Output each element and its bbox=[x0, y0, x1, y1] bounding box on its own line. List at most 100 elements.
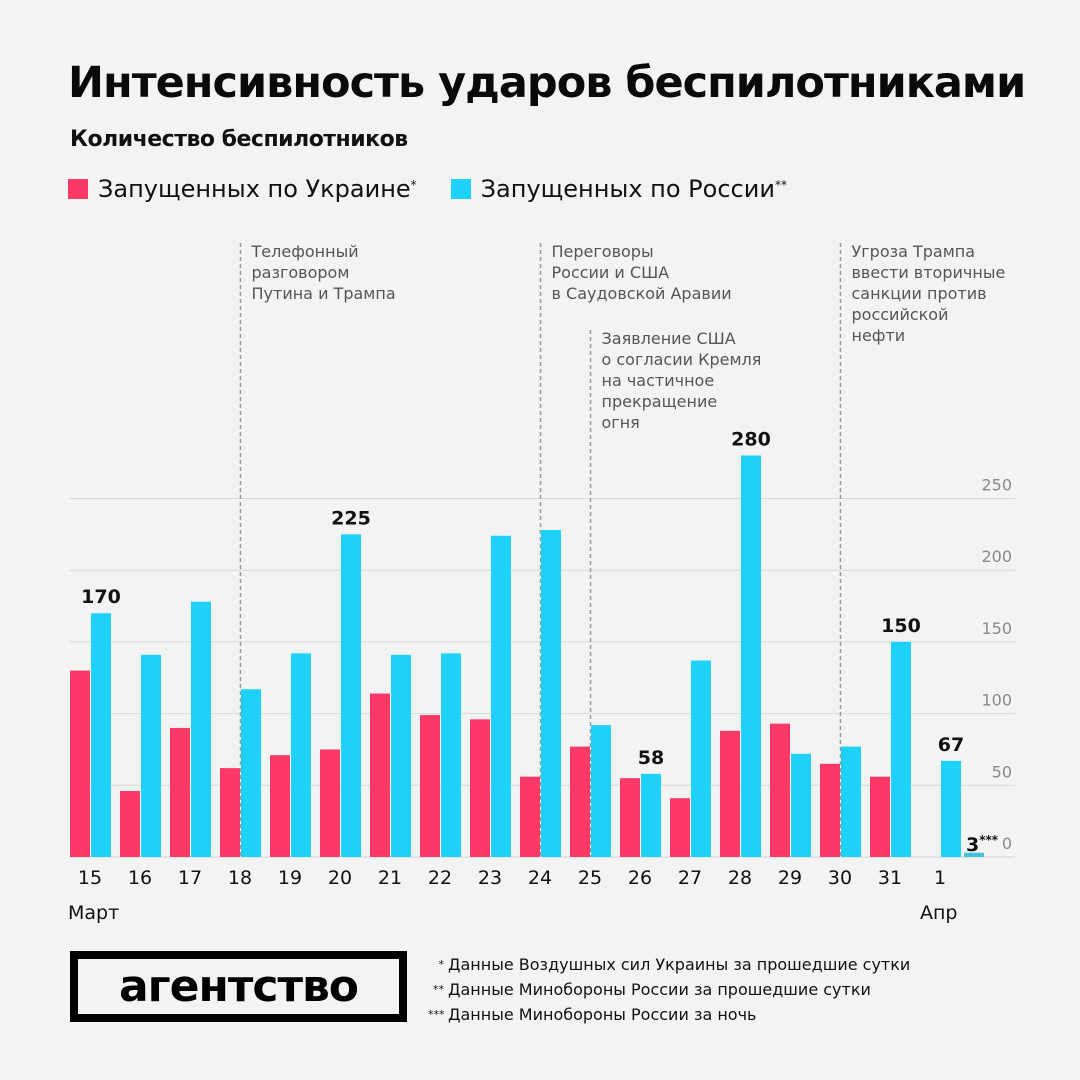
x-tick-label: 17 bbox=[178, 867, 202, 889]
footnote-text: Данные Минобороны России за прошедшие су… bbox=[448, 980, 871, 999]
annotation-line-text: Телефонный bbox=[251, 242, 359, 261]
annotation-line-text: разговором bbox=[252, 263, 350, 282]
bar-ukraine bbox=[670, 798, 690, 857]
bar-russia bbox=[891, 641, 911, 857]
x-tick-label: 1 bbox=[934, 867, 946, 889]
y-tick-label: 200 bbox=[981, 547, 1012, 566]
bar-russia bbox=[941, 760, 961, 857]
annotation-line-text: России и США bbox=[552, 263, 670, 282]
annotation-line-text: Переговоры bbox=[552, 242, 654, 261]
bar-russia bbox=[191, 601, 211, 857]
annotations: Телефонный разговором Путина и Трампа Перег… bbox=[239, 242, 1006, 857]
x-tick-label: 26 bbox=[628, 867, 652, 889]
y-tick-label: 250 bbox=[981, 476, 1012, 495]
bar-russia-night bbox=[964, 852, 984, 857]
x-tick-label: 22 bbox=[428, 867, 452, 889]
annotation-line-text: нефти bbox=[852, 326, 906, 345]
bar-russia bbox=[291, 653, 311, 857]
annotation-line-text: о согласии Кремля bbox=[602, 350, 762, 369]
chart-title: Интенсивность ударов беспилотниками bbox=[68, 58, 1026, 108]
bar-ukraine bbox=[520, 776, 540, 857]
bar-russia bbox=[691, 660, 711, 857]
annotation-text: Угроза Трампа ввести вторичные санкции про… bbox=[852, 242, 1006, 345]
x-tick-label: 25 bbox=[578, 867, 602, 889]
x-tick-label: 28 bbox=[728, 867, 752, 889]
bar-russia bbox=[391, 654, 411, 857]
annotation-text: Заявление США о согласии Кремля на частичн… bbox=[602, 329, 762, 432]
legend-item-russia: Запущенных по России ** bbox=[450, 175, 787, 203]
bar-ukraine bbox=[720, 730, 740, 857]
data-label: 67 bbox=[938, 734, 964, 756]
bar-ukraine bbox=[270, 755, 290, 857]
x-tick-label: 19 bbox=[278, 867, 302, 889]
legend: Запущенных по Украине * Запущенных по Рос… bbox=[68, 175, 821, 203]
bar-ukraine bbox=[120, 791, 140, 857]
annotation-line-text: ввести вторичные bbox=[852, 263, 1006, 282]
bar-ukraine bbox=[570, 746, 590, 857]
bar-russia bbox=[491, 535, 511, 857]
legend-swatch-russia bbox=[450, 179, 471, 199]
x-tick-label: 30 bbox=[828, 867, 852, 889]
footnote: * Данные Воздушных сил Украины за прошедш… bbox=[428, 952, 911, 977]
x-tick-label: 16 bbox=[128, 867, 152, 889]
bar-russia bbox=[91, 613, 111, 857]
bar-russia bbox=[591, 725, 611, 857]
bars bbox=[70, 455, 984, 857]
annotation-line-text: Путина и Трампа bbox=[252, 284, 396, 303]
x-tick-label: 23 bbox=[478, 867, 502, 889]
bar-ukraine bbox=[420, 715, 440, 857]
legend-item-ukraine: Запущенных по Украине * bbox=[68, 175, 417, 203]
bar-russia bbox=[641, 773, 661, 857]
labels: 0 50 100 150 200 250 15 16 17 18 19 20 21 22 23 24 25 26 2… bbox=[68, 428, 1012, 924]
month-label: Март bbox=[68, 902, 119, 924]
footnote: *** Данные Минобороны России за ночь bbox=[428, 1002, 910, 1027]
y-tick-label: 150 bbox=[981, 619, 1012, 638]
agentstvo-logo: агентство bbox=[70, 951, 407, 1022]
bar-russia bbox=[791, 753, 811, 857]
month-label: Апр bbox=[920, 902, 957, 924]
x-tick-label: 21 bbox=[378, 867, 402, 889]
annotation-line-text: Угроза Трампа bbox=[852, 242, 976, 261]
bar-ukraine bbox=[320, 749, 340, 857]
footnote-text: Данные Воздушных сил Украины за прошедши… bbox=[448, 955, 911, 974]
footnote-mark: * bbox=[438, 958, 445, 971]
footnotes: * Данные Воздушных сил Украины за прошедш… bbox=[428, 952, 910, 1027]
x-tick-label: 18 bbox=[228, 867, 252, 889]
data-label-night-mark: *** bbox=[979, 833, 999, 847]
footnote: ** Данные Минобороны России за прошедшие … bbox=[428, 977, 910, 1002]
bar-ukraine bbox=[370, 693, 390, 857]
bar-russia bbox=[341, 534, 361, 857]
annotation-text: Переговоры России и США в Саудовской Арави… bbox=[552, 242, 732, 303]
bar-russia bbox=[841, 746, 861, 857]
x-tick-label: 31 bbox=[878, 867, 902, 889]
logo-text: агентство bbox=[118, 960, 359, 1012]
bar-chart: Телефонный разговором Путина и Трампа Перег… bbox=[68, 242, 1015, 924]
legend-label-ukraine: Запущенных по Украине bbox=[98, 175, 411, 203]
bar-ukraine bbox=[470, 719, 490, 857]
bar-ukraine bbox=[70, 670, 90, 857]
data-label: 280 bbox=[731, 428, 771, 450]
footnote-mark: ** bbox=[433, 983, 444, 996]
annotation-line-text: Заявление США bbox=[602, 329, 736, 348]
bar-russia bbox=[241, 689, 261, 857]
legend-mark-ukraine: * bbox=[410, 178, 417, 192]
x-tick-label: 15 bbox=[78, 867, 102, 889]
chart-subtitle: Количество беспилотников bbox=[70, 127, 408, 152]
x-tick-label: 20 bbox=[328, 867, 352, 889]
bar-ukraine bbox=[220, 768, 240, 857]
legend-label-russia: Запущенных по России bbox=[480, 175, 775, 203]
bar-ukraine bbox=[770, 723, 790, 857]
annotation-line-text: санкции против bbox=[852, 284, 987, 303]
data-label: 58 bbox=[638, 747, 664, 769]
bar-russia bbox=[741, 455, 761, 857]
annotation-line-text: прекращение bbox=[602, 392, 718, 411]
bar-ukraine bbox=[170, 727, 190, 857]
annotation-line-text: в Саудовской Аравии bbox=[552, 284, 732, 303]
x-tick-label: 24 bbox=[528, 867, 552, 889]
x-tick-label: 27 bbox=[678, 867, 702, 889]
data-label-night: 3*** bbox=[966, 833, 999, 856]
footnote-mark: *** bbox=[428, 1008, 445, 1021]
annotation-line-text: российской bbox=[852, 305, 949, 324]
data-label: 170 bbox=[81, 586, 121, 608]
bar-ukraine bbox=[620, 778, 640, 857]
